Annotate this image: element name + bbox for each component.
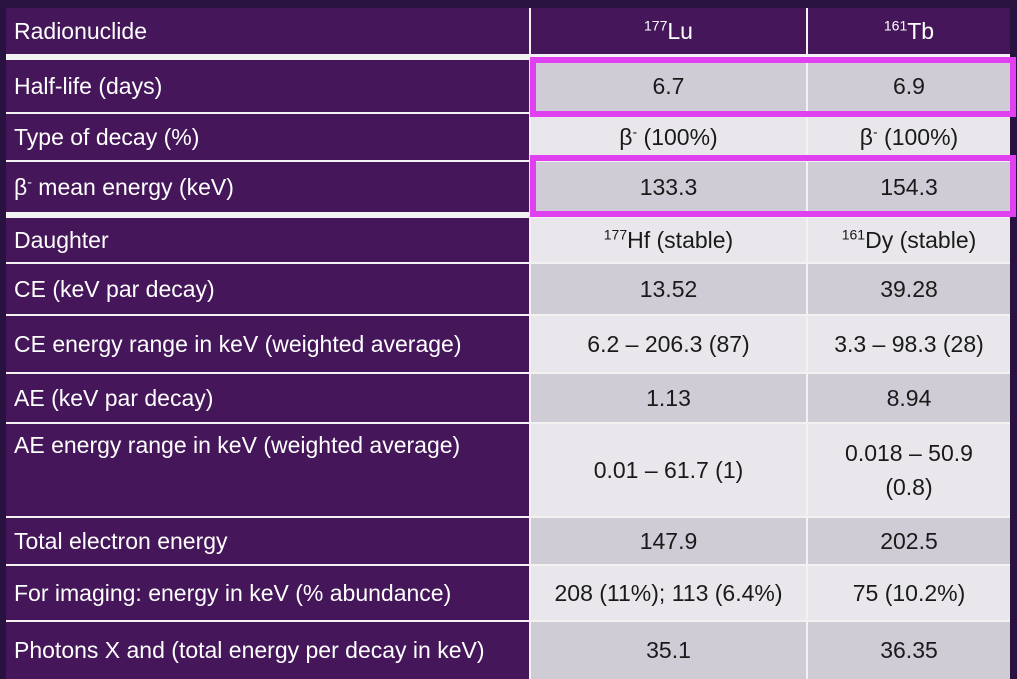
table-row: Daughter 177Hf (stable) 161Dy (stable) [6,218,1010,262]
table-row: β- mean energy (keV) 133.3 154.3 [6,162,1010,212]
cell-lu: β- (100%) [531,114,806,160]
row-label: CE (keV par decay) [6,264,529,314]
table-row: AE (keV par decay) 1.13 8.94 [6,374,1010,422]
row-label: Type of decay (%) [6,114,529,160]
cell-lu: 133.3 [531,162,806,212]
cell-tb: 6.9 [808,60,1010,112]
cell-tb: 8.94 [808,374,1010,422]
cell-tb: 161Dy (stable) [808,218,1010,262]
row-label: Half-life (days) [6,60,529,112]
table-row: Half-life (days) 6.7 6.9 [6,60,1010,112]
cell-tb: 75 (10.2%) [808,566,1010,620]
header-label: Radionuclide [6,8,529,54]
cell-tb: 39.28 [808,264,1010,314]
header-row: Radionuclide 177Lu 161Tb [6,8,1010,54]
cell-tb: 202.5 [808,518,1010,564]
table-row: AE energy range in keV (weighted average… [6,424,1010,516]
cell-tb: β- (100%) [808,114,1010,160]
cell-lu: 0.01 – 61.7 (1) [531,424,806,516]
row-label: AE (keV par decay) [6,374,529,422]
table-row: For imaging: energy in keV (% abundance)… [6,566,1010,620]
cell-lu: 147.9 [531,518,806,564]
row-label: For imaging: energy in keV (% abundance) [6,566,529,620]
row-label: Total electron energy [6,518,529,564]
cell-lu: 6.7 [531,60,806,112]
cell-lu: 1.13 [531,374,806,422]
cell-tb: 3.3 – 98.3 (28) [808,316,1010,372]
cell-lu: 13.52 [531,264,806,314]
cell-lu: 208 (11%); 113 (6.4%) [531,566,806,620]
cell-lu: 177Hf (stable) [531,218,806,262]
cell-tb: 154.3 [808,162,1010,212]
header-tb: 161Tb [808,8,1010,54]
row-label: β- mean energy (keV) [6,162,529,212]
table-row: CE (keV par decay) 13.52 39.28 [6,264,1010,314]
row-label: CE energy range in keV (weighted average… [6,316,529,372]
row-label: Photons X and (total energy per decay in… [6,622,529,679]
row-label: Daughter [6,218,529,262]
row-label: AE energy range in keV (weighted average… [6,424,529,516]
table-row: CE energy range in keV (weighted average… [6,316,1010,372]
cell-lu: 35.1 [531,622,806,679]
radionuclide-table: Radionuclide 177Lu 161Tb Half-life (days… [6,8,1010,679]
cell-lu: 6.2 – 206.3 (87) [531,316,806,372]
cell-tb: 0.018 – 50.9 (0.8) [808,424,1010,516]
table-row: Type of decay (%) β- (100%) β- (100%) [6,114,1010,160]
header-lu: 177Lu [531,8,806,54]
cell-tb: 36.35 [808,622,1010,679]
table-row: Photons X and (total energy per decay in… [6,622,1010,679]
table-row: Total electron energy 147.9 202.5 [6,518,1010,564]
